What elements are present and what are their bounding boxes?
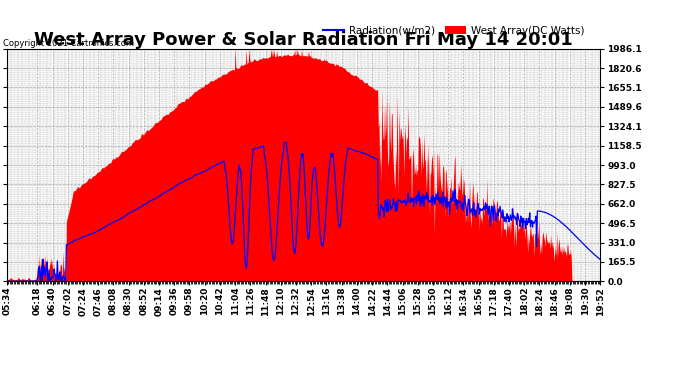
Title: West Array Power & Solar Radiation Fri May 14 20:01: West Array Power & Solar Radiation Fri M…: [34, 31, 573, 49]
Legend: Radiation(w/m2), West Array(DC Watts): Radiation(w/m2), West Array(DC Watts): [319, 21, 589, 40]
Text: Copyright 2021 Cartronics.com: Copyright 2021 Cartronics.com: [3, 39, 135, 48]
